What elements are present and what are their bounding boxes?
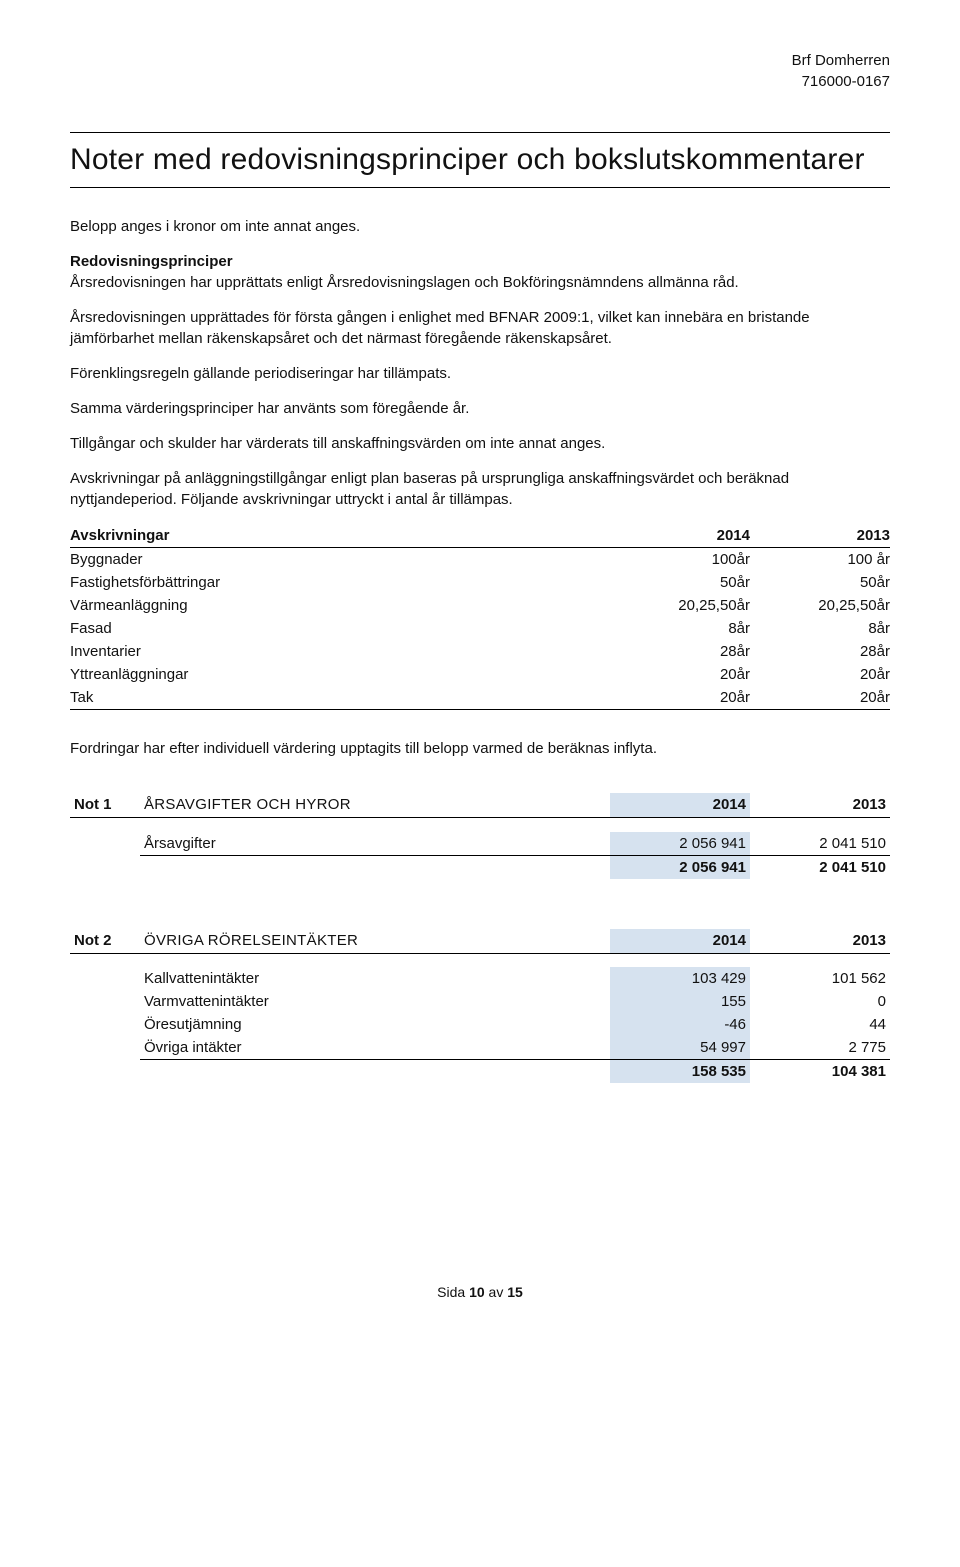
table-row: Byggnader100år100 år — [70, 548, 890, 572]
footer-total: 15 — [507, 1284, 523, 1300]
table-row: Värmeanläggning20,25,50år20,25,50år — [70, 594, 890, 617]
p2: Årsredovisningen upprättades för första … — [70, 307, 890, 349]
intro-text: Belopp anges i kronor om inte annat ange… — [70, 216, 890, 237]
avskrivningar-table: Avskrivningar 2014 2013 Byggnader100år10… — [70, 524, 890, 710]
p5: Tillgångar och skulder har värderats til… — [70, 433, 890, 454]
row-y2: 8år — [750, 617, 890, 640]
row-y1: 155 — [610, 990, 750, 1013]
principles-block: Redovisningsprinciper Årsredovisningen h… — [70, 251, 890, 293]
p1: Årsredovisningen har upprättats enligt Å… — [70, 274, 739, 291]
row-y2: 50år — [750, 571, 890, 594]
footer-prefix: Sida — [437, 1284, 469, 1300]
rule-above-title — [70, 132, 890, 133]
row-y2: 101 562 — [750, 967, 890, 990]
row-y1: 28år — [610, 640, 750, 663]
p3: Förenklingsregeln gällande periodisering… — [70, 363, 890, 384]
note1-title: ÅRSAVGIFTER OCH HYROR — [140, 793, 610, 818]
row-y1: 20år — [610, 663, 750, 686]
row-y2: 2 775 — [750, 1036, 890, 1060]
fordringar-text: Fordringar har efter individuell värderi… — [70, 738, 890, 759]
avskr-head-label: Avskrivningar — [70, 524, 610, 548]
footer-mid: av — [485, 1284, 508, 1300]
row-label: Årsavgifter — [140, 832, 610, 856]
note1-sum-y1: 2 056 941 — [610, 855, 750, 879]
row-y2: 20,25,50år — [750, 594, 890, 617]
note-2: Not 2 ÖVRIGA RÖRELSEINTÄKTER 2014 2013 K… — [70, 929, 890, 1084]
row-y1: 20,25,50år — [610, 594, 750, 617]
table-row: Inventarier28år28år — [70, 640, 890, 663]
row-y1: 2 056 941 — [610, 832, 750, 856]
row-y1: 54 997 — [610, 1036, 750, 1060]
org-id: 716000-0167 — [70, 71, 890, 92]
note2-title: ÖVRIGA RÖRELSEINTÄKTER — [140, 929, 610, 954]
row-y2: 28år — [750, 640, 890, 663]
row-y1: 20år — [610, 686, 750, 710]
table-row: Varmvattenintäkter1550 — [70, 990, 890, 1013]
row-label: Inventarier — [70, 640, 610, 663]
table-row: Kallvattenintäkter103 429101 562 — [70, 967, 890, 990]
note1-year2: 2013 — [750, 793, 890, 818]
note1-tag: Not 1 — [70, 793, 140, 818]
note1-sum-y2: 2 041 510 — [750, 855, 890, 879]
note-1: Not 1 ÅRSAVGIFTER OCH HYROR 2014 2013 År… — [70, 793, 890, 879]
table-row: Yttreanläggningar20år20år — [70, 663, 890, 686]
row-y1: -46 — [610, 1013, 750, 1036]
principles-heading: Redovisningsprinciper — [70, 253, 233, 270]
row-y1: 50år — [610, 571, 750, 594]
table-row: Övriga intäkter54 9972 775 — [70, 1036, 890, 1060]
table-row: Årsavgifter2 056 9412 041 510 — [70, 832, 890, 856]
row-label: Varmvattenintäkter — [140, 990, 610, 1013]
row-label: Yttreanläggningar — [70, 663, 610, 686]
avskr-head-y2: 2013 — [750, 524, 890, 548]
table-row: Fasad8år8år — [70, 617, 890, 640]
row-y2: 100 år — [750, 548, 890, 572]
p4: Samma värderingsprinciper har använts so… — [70, 398, 890, 419]
row-y1: 103 429 — [610, 967, 750, 990]
note2-year1: 2014 — [610, 929, 750, 954]
note2-year2: 2013 — [750, 929, 890, 954]
row-y1: 100år — [610, 548, 750, 572]
rule-below-title — [70, 187, 890, 188]
row-label: Fastighetsförbättringar — [70, 571, 610, 594]
row-y1: 8år — [610, 617, 750, 640]
row-label: Öresutjämning — [140, 1013, 610, 1036]
note2-sum-y2: 104 381 — [750, 1060, 890, 1084]
row-y2: 44 — [750, 1013, 890, 1036]
table-row: Fastighetsförbättringar50år50år — [70, 571, 890, 594]
row-label: Fasad — [70, 617, 610, 640]
row-label: Övriga intäkter — [140, 1036, 610, 1060]
note2-sum-y1: 158 535 — [610, 1060, 750, 1084]
page-title: Noter med redovisningsprinciper och boks… — [70, 139, 890, 181]
row-label: Tak — [70, 686, 610, 710]
row-y2: 2 041 510 — [750, 832, 890, 856]
footer-page: 10 — [469, 1284, 485, 1300]
note1-year1: 2014 — [610, 793, 750, 818]
row-y2: 0 — [750, 990, 890, 1013]
row-label: Värmeanläggning — [70, 594, 610, 617]
org-name: Brf Domherren — [70, 50, 890, 71]
row-label: Byggnader — [70, 548, 610, 572]
row-y2: 20år — [750, 686, 890, 710]
p6: Avskrivningar på anläggningstillgångar e… — [70, 468, 890, 510]
table-row: Tak20år20år — [70, 686, 890, 710]
row-y2: 20år — [750, 663, 890, 686]
avskr-head-y1: 2014 — [610, 524, 750, 548]
page-header: Brf Domherren 716000-0167 — [70, 50, 890, 92]
table-row: Öresutjämning-4644 — [70, 1013, 890, 1036]
note2-tag: Not 2 — [70, 929, 140, 954]
row-label: Kallvattenintäkter — [140, 967, 610, 990]
page-footer: Sida 10 av 15 — [70, 1283, 890, 1303]
